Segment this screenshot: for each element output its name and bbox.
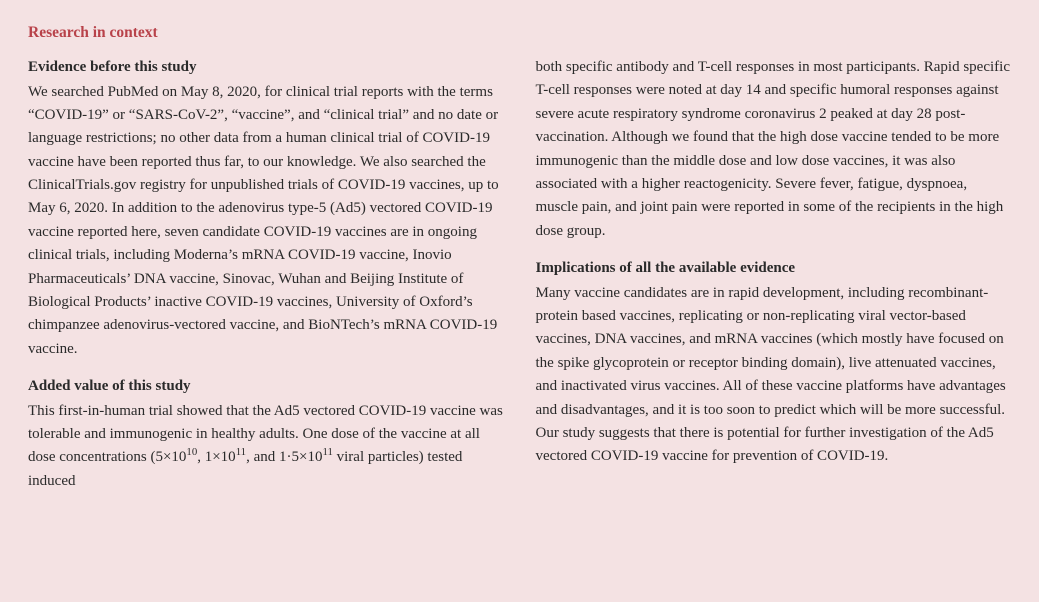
left-column: Evidence before this study We searched P… [28, 56, 504, 493]
section-body-evidence: We searched PubMed on May 8, 2020, for c… [28, 81, 504, 362]
section-body-added-value-continued: both specific antibody and T-cell respon… [536, 56, 1012, 243]
section-heading-implications: Implications of all the available eviden… [536, 257, 1012, 280]
section-heading-added-value: Added value of this study [28, 375, 504, 398]
section-heading-evidence: Evidence before this study [28, 56, 504, 79]
panel-title: Research in context [28, 24, 1011, 42]
section-body-added-value: This first-in-human trial showed that th… [28, 400, 504, 494]
right-column: both specific antibody and T-cell respon… [536, 56, 1012, 493]
two-column-layout: Evidence before this study We searched P… [28, 56, 1011, 493]
research-in-context-panel: Research in context Evidence before this… [0, 0, 1039, 602]
section-body-implications: Many vaccine candidates are in rapid dev… [536, 282, 1012, 469]
